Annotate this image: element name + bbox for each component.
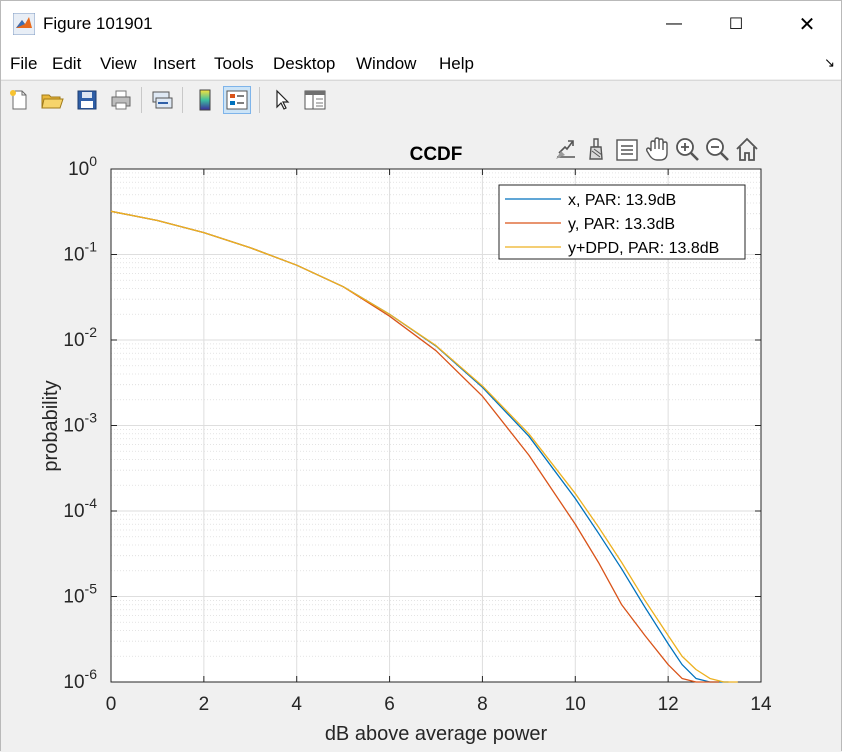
x-tick-label: 0 <box>106 694 117 715</box>
x-tick-label: 8 <box>477 694 488 715</box>
print-button[interactable] <box>107 86 135 114</box>
x-axis-label: dB above average power <box>325 723 548 745</box>
y-tick-base: 10 <box>63 501 84 522</box>
y-tick-label: 10-1 <box>63 239 97 266</box>
menu-view[interactable]: View <box>100 54 137 73</box>
matlab-app-icon <box>13 13 35 35</box>
data-tips-icon[interactable] <box>616 139 638 161</box>
save-button[interactable] <box>73 86 101 114</box>
menu-tools[interactable]: Tools <box>214 54 254 73</box>
menu-insert[interactable]: Insert <box>153 54 196 73</box>
zoom-out-icon[interactable] <box>706 138 729 161</box>
y-tick-base: 10 <box>63 330 84 351</box>
menu-help[interactable]: Help <box>439 54 474 73</box>
x-tick-label: 4 <box>291 694 302 715</box>
chart-title: CCDF <box>410 144 463 165</box>
legend-box <box>498 184 746 260</box>
legend[interactable]: x, PAR: 13.9dB y, PAR: 13.3dB y+DPD, PAR: … <box>498 184 746 260</box>
y-tick-label: 10-4 <box>63 495 97 522</box>
save-icon <box>77 90 97 110</box>
y-tick-exponent: 0 <box>89 153 97 169</box>
y-axis-label: probability <box>40 380 62 471</box>
dock-figure-icon[interactable]: ↘ <box>824 55 835 70</box>
x-tick-label: 2 <box>199 694 210 715</box>
y-tick-base: 10 <box>63 245 84 266</box>
edit-plot-button[interactable] <box>268 86 296 114</box>
open-icon <box>41 94 64 109</box>
new-figure-button[interactable] <box>5 86 33 114</box>
open-file-button[interactable] <box>38 86 66 114</box>
y-tick-label: 10-2 <box>63 324 97 351</box>
y-tick-exponent: -4 <box>85 495 98 511</box>
minimize-icon: — <box>666 15 682 32</box>
series-layer <box>110 210 738 683</box>
maximize-icon: ☐ <box>728 16 744 33</box>
y-tick-base: 10 <box>63 672 84 693</box>
legend-icon <box>226 90 248 110</box>
colorbar-icon <box>199 89 211 111</box>
toolbar-separator <box>259 87 260 113</box>
legend-label-1: y, PAR: 13.3dB <box>568 216 675 233</box>
menu-desktop[interactable]: Desktop <box>273 54 336 73</box>
axes-toolbar <box>551 135 763 165</box>
brush-icon[interactable] <box>589 138 603 160</box>
new-figure-icon <box>10 90 27 110</box>
figure-toolbar <box>1 80 841 120</box>
zoom-in-icon[interactable] <box>676 138 699 161</box>
insert-colorbar-button[interactable] <box>191 86 219 114</box>
insert-legend-button[interactable] <box>223 86 251 114</box>
y-tick-exponent: -5 <box>85 581 98 597</box>
menu-window[interactable]: Window <box>356 54 417 73</box>
link-plot-icon <box>152 91 173 109</box>
menu-edit[interactable]: Edit <box>52 54 82 73</box>
series-line-2 <box>110 210 738 683</box>
close-icon: ✕ <box>798 13 816 36</box>
export-icon[interactable] <box>556 140 575 159</box>
title-bar: Figure 101901 — ☐ ✕ <box>1 1 841 47</box>
y-tick-label: 10-6 <box>63 666 97 693</box>
x-tick-label: 6 <box>384 694 395 715</box>
x-tick-label: 14 <box>750 694 772 715</box>
maximize-button[interactable]: ☐ <box>713 1 759 47</box>
legend-label-0: x, PAR: 13.9dB <box>568 192 676 209</box>
close-button[interactable]: ✕ <box>784 1 830 47</box>
minimize-button[interactable]: — <box>651 1 697 47</box>
pan-icon[interactable] <box>645 137 668 161</box>
y-tick-exponent: -1 <box>85 239 98 255</box>
y-tick-label: 100 <box>68 153 97 180</box>
x-tick-label: 10 <box>565 694 586 715</box>
y-tick-label: 10-5 <box>63 581 97 608</box>
property-inspector-icon <box>304 90 326 110</box>
y-tick-label: 10-3 <box>63 410 97 437</box>
toolbar-separator <box>141 87 142 113</box>
y-tick-exponent: -3 <box>85 410 98 426</box>
toolbar-separator <box>182 87 183 113</box>
y-tick-base: 10 <box>68 159 89 180</box>
edit-plot-icon <box>276 89 290 110</box>
link-plot-button[interactable] <box>148 86 176 114</box>
legend-label-2: y+DPD, PAR: 13.8dB <box>568 240 719 257</box>
y-tick-base: 10 <box>63 587 84 608</box>
property-inspector-button[interactable] <box>301 86 329 114</box>
menu-bar: File Edit View Insert Tools Desktop Wind… <box>1 47 841 79</box>
y-tick-exponent: -2 <box>85 324 98 340</box>
window-title: Figure 101901 <box>43 14 153 33</box>
menu-file[interactable]: File <box>10 54 38 73</box>
y-tick-base: 10 <box>63 416 84 437</box>
x-tick-label: 12 <box>658 694 679 715</box>
y-tick-exponent: -6 <box>85 666 98 682</box>
print-icon <box>111 90 131 110</box>
home-icon[interactable] <box>736 137 758 161</box>
